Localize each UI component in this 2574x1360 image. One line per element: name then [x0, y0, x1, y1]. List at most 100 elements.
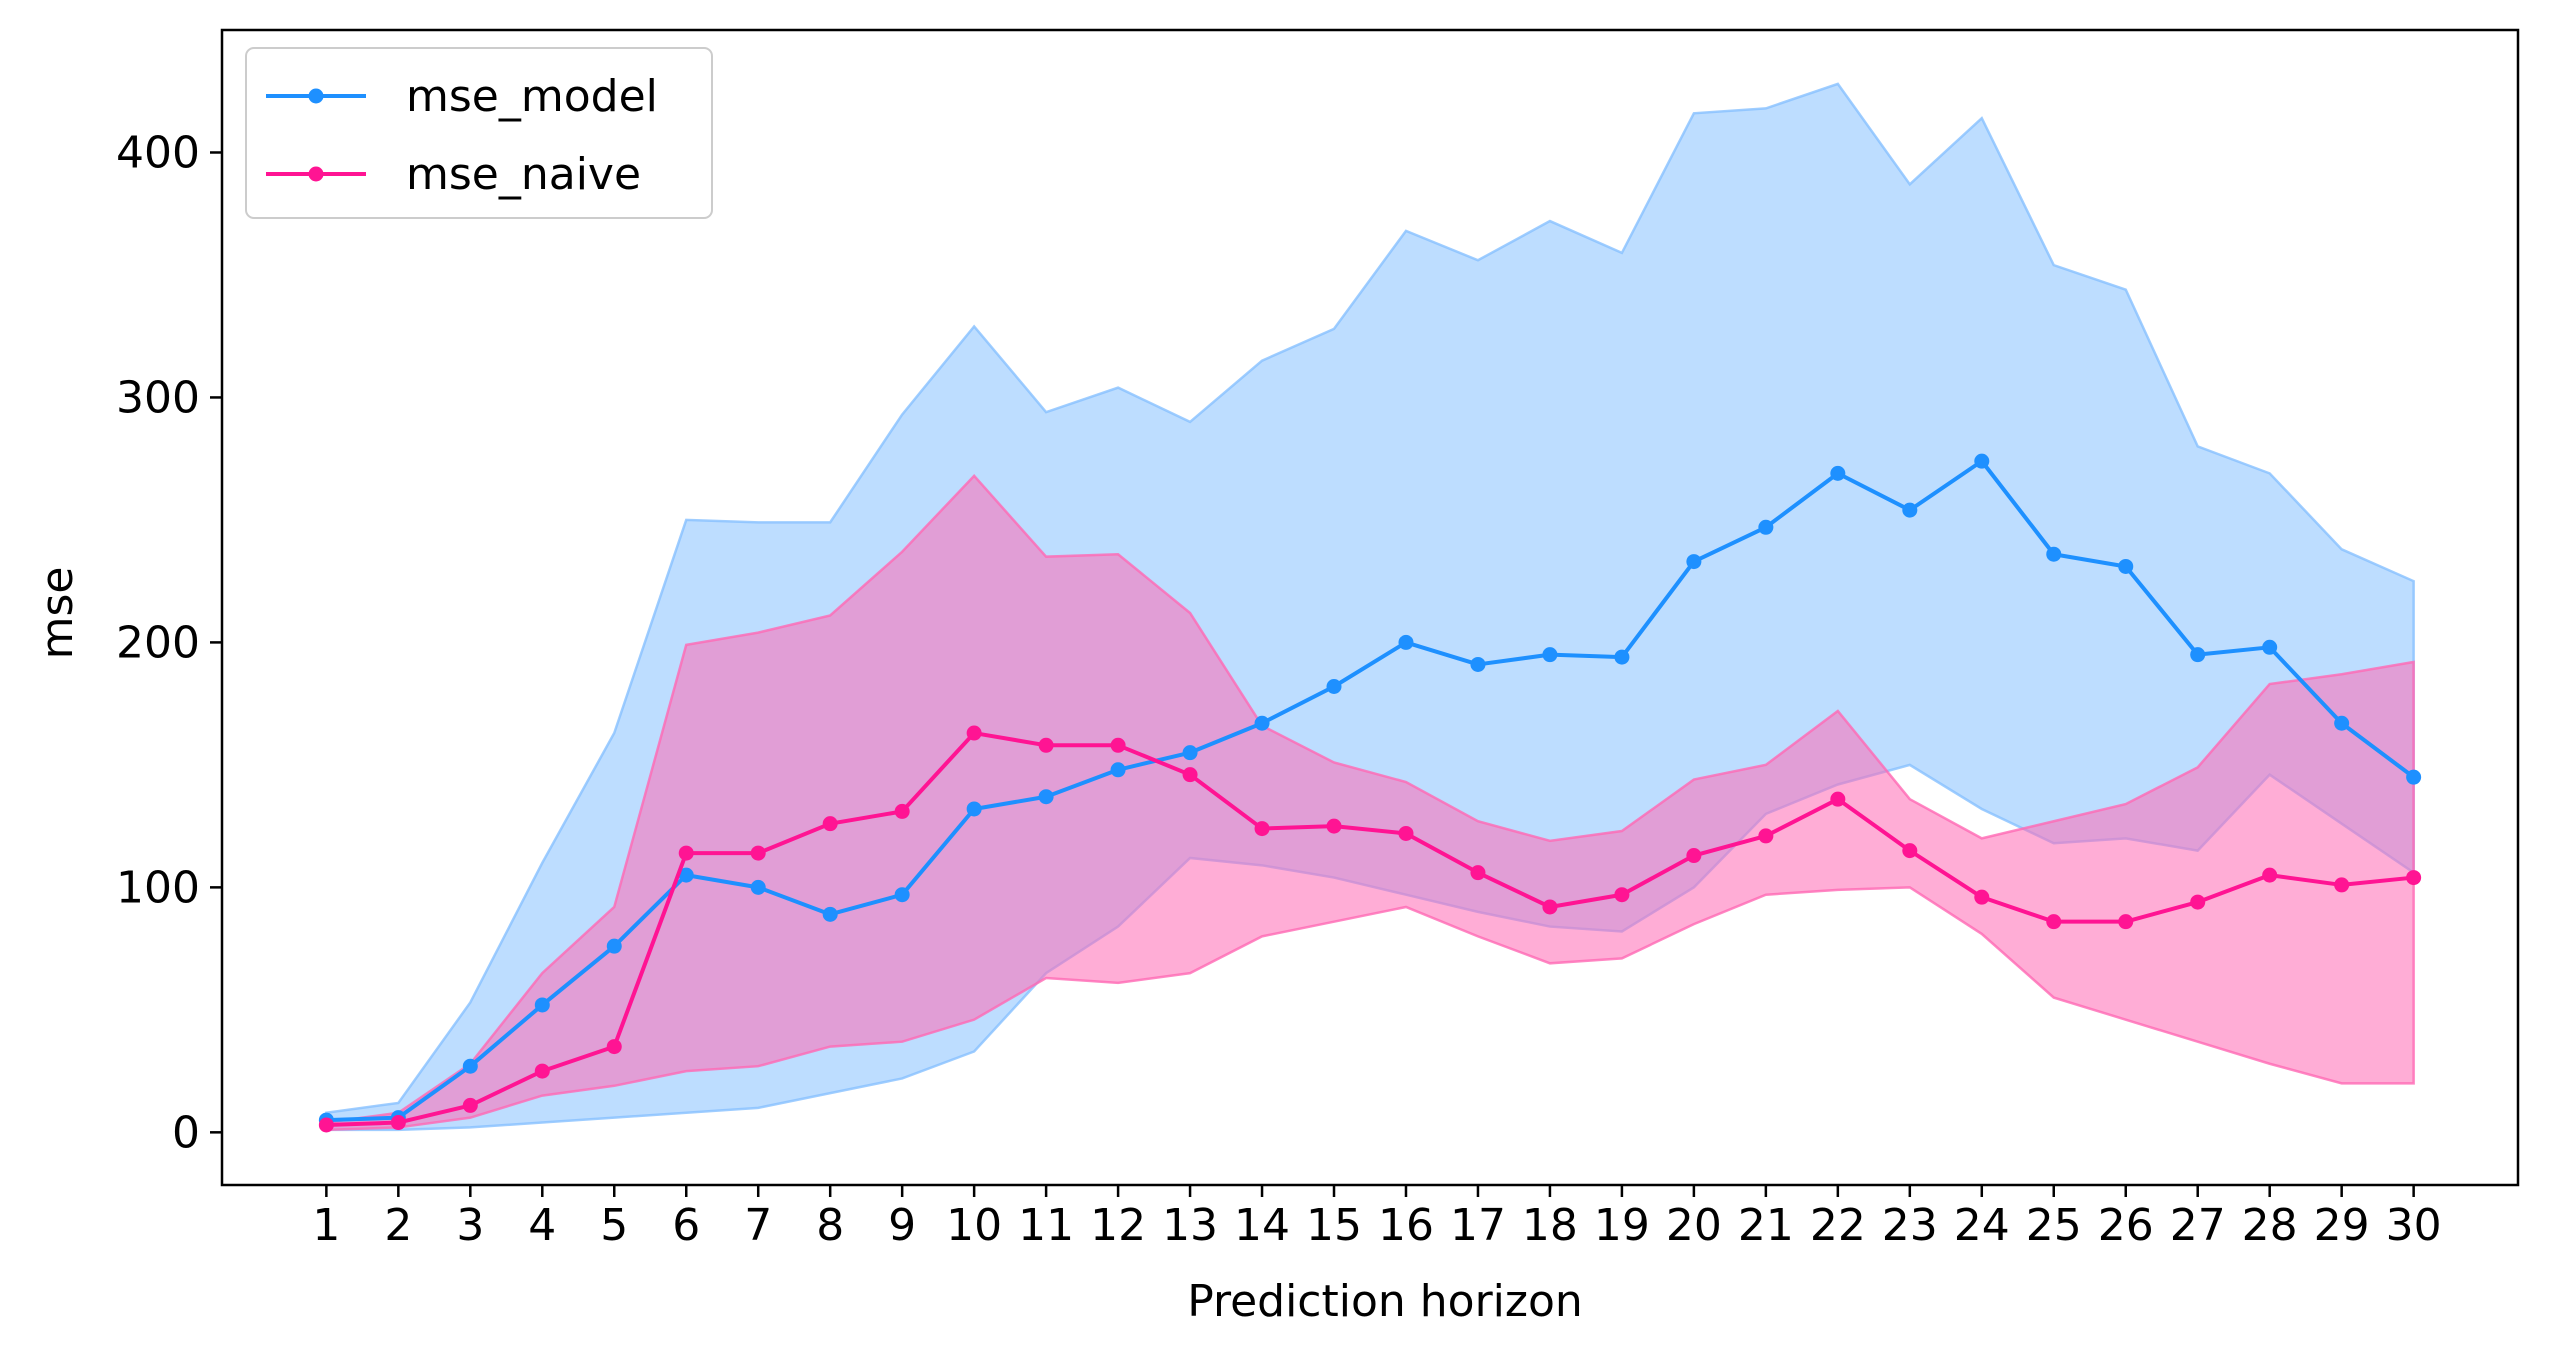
point-mse_model-26	[2118, 558, 2134, 574]
point-mse_naive-15	[1326, 818, 1342, 834]
x-tick-label-26: 26	[2098, 1200, 2154, 1251]
point-mse_model-19	[1614, 649, 1630, 665]
point-mse_naive-11	[1038, 737, 1054, 753]
point-mse_naive-1	[318, 1117, 334, 1133]
x-tick-label-20: 20	[1666, 1200, 1722, 1251]
point-mse_model-8	[822, 906, 838, 922]
x-tick-label-1: 1	[312, 1200, 340, 1251]
point-mse_model-20	[1686, 554, 1702, 570]
point-mse_model-17	[1470, 656, 1486, 672]
x-tick-label-13: 13	[1162, 1200, 1218, 1251]
point-mse_naive-25	[2046, 914, 2062, 930]
y-tick-label-400: 400	[116, 127, 200, 178]
point-mse_naive-18	[1542, 899, 1558, 915]
x-axis-label: Prediction horizon	[1187, 1276, 1583, 1327]
point-mse_model-28	[2262, 639, 2278, 655]
legend-marker-mse_naive	[308, 166, 324, 182]
point-mse_naive-16	[1398, 825, 1414, 841]
x-tick-label-21: 21	[1738, 1200, 1794, 1251]
x-tick-label-23: 23	[1882, 1200, 1938, 1251]
x-tick-label-8: 8	[816, 1200, 844, 1251]
point-mse_naive-30	[2406, 870, 2422, 886]
x-tick-label-4: 4	[528, 1200, 556, 1251]
point-mse_model-25	[2046, 546, 2062, 562]
point-mse_naive-8	[822, 816, 838, 832]
point-mse_naive-6	[678, 845, 694, 861]
point-mse_model-4	[534, 997, 550, 1013]
y-tick-label-100: 100	[116, 862, 200, 913]
point-mse_naive-19	[1614, 887, 1630, 903]
x-tick-label-9: 9	[888, 1200, 916, 1251]
point-mse_model-27	[2190, 647, 2206, 663]
point-mse_model-16	[1398, 634, 1414, 650]
x-tick-label-18: 18	[1522, 1200, 1578, 1251]
x-tick-label-14: 14	[1234, 1200, 1290, 1251]
x-tick-label-29: 29	[2314, 1200, 2370, 1251]
point-mse_model-11	[1038, 789, 1054, 805]
point-mse_model-7	[750, 879, 766, 895]
x-axis-ticks: 1 2 3 4 5 6 7 8 9 10 11 12 13 14 15 16 17 18 19 20 21 22 23 24 2…	[312, 1185, 2442, 1251]
x-tick-label-15: 15	[1306, 1200, 1362, 1251]
point-mse_model-29	[2334, 715, 2350, 731]
point-mse_naive-10	[966, 725, 982, 741]
x-tick-label-16: 16	[1378, 1200, 1434, 1251]
x-tick-label-27: 27	[2170, 1200, 2226, 1251]
point-mse_naive-22	[1830, 791, 1846, 807]
point-mse_naive-12	[1110, 737, 1126, 753]
point-mse_model-9	[894, 887, 910, 903]
x-tick-label-5: 5	[600, 1200, 628, 1251]
x-tick-label-6: 6	[672, 1200, 700, 1251]
point-mse_model-12	[1110, 762, 1126, 778]
y-axis-label: mse	[32, 567, 83, 660]
x-tick-label-7: 7	[744, 1200, 772, 1251]
series-lines	[318, 453, 2422, 1133]
confidence-bands	[325, 82, 2415, 1132]
point-mse_model-6	[678, 867, 694, 883]
line-mse_naive	[326, 731, 2414, 1127]
point-mse_naive-9	[894, 803, 910, 819]
point-mse_naive-14	[1254, 821, 1270, 837]
point-mse_naive-4	[534, 1063, 550, 1079]
x-tick-label-19: 19	[1594, 1200, 1650, 1251]
point-mse_naive-17	[1470, 865, 1486, 881]
x-tick-label-12: 12	[1090, 1200, 1146, 1251]
point-mse_model-22	[1830, 465, 1846, 481]
point-mse_model-21	[1758, 519, 1774, 535]
axes	[220, 28, 2520, 1187]
x-tick-label-10: 10	[946, 1200, 1002, 1251]
x-tick-label-22: 22	[1810, 1200, 1866, 1251]
point-mse_naive-26	[2118, 914, 2134, 930]
x-tick-label-11: 11	[1018, 1200, 1074, 1251]
point-mse_model-5	[606, 938, 622, 954]
x-tick-label-24: 24	[1954, 1200, 2010, 1251]
point-mse_model-3	[462, 1058, 478, 1074]
point-mse_naive-13	[1182, 767, 1198, 783]
x-tick-label-3: 3	[456, 1200, 484, 1251]
point-mse_naive-20	[1686, 848, 1702, 864]
point-mse_naive-24	[1974, 889, 1990, 905]
point-mse_naive-21	[1758, 828, 1774, 844]
point-mse_model-15	[1326, 679, 1342, 695]
x-tick-label-2: 2	[384, 1200, 412, 1251]
y-tick-label-0: 0	[172, 1107, 200, 1158]
band-mse_naive	[325, 473, 2415, 1132]
legend-label-mse_naive: mse_naive	[406, 149, 641, 200]
point-mse_model-24	[1974, 453, 1990, 469]
legend-label-mse_model: mse_model	[406, 71, 658, 122]
plot-frame	[220, 28, 2520, 1187]
point-mse_naive-23	[1902, 843, 1918, 859]
point-mse_naive-28	[2262, 867, 2278, 883]
point-mse_model-18	[1542, 647, 1558, 663]
point-mse_model-10	[966, 801, 982, 817]
point-mse_model-30	[2406, 769, 2422, 785]
legend: mse_model mse_naive	[245, 47, 713, 219]
x-tick-label-17: 17	[1450, 1200, 1506, 1251]
x-tick-label-25: 25	[2026, 1200, 2082, 1251]
y-axis-ticks: 0 100 200 300 400	[116, 127, 222, 1158]
y-tick-label-300: 300	[116, 372, 200, 423]
legend-marker-mse_model	[308, 88, 324, 104]
x-tick-label-30: 30	[2386, 1200, 2442, 1251]
point-mse_naive-29	[2334, 877, 2350, 893]
